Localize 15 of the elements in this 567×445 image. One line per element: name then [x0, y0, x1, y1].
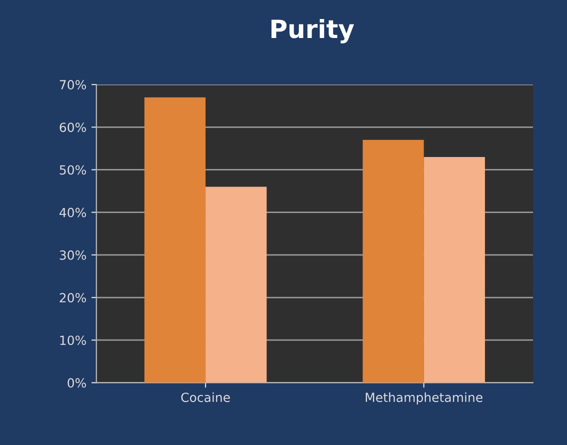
y-tick-label: 10% — [60, 336, 86, 346]
bar — [424, 156, 485, 383]
y-tick-label: 40% — [59, 208, 86, 218]
y-tick-label: 30% — [60, 250, 86, 260]
x-tick-label: Methamphetamine — [366, 392, 482, 405]
bar — [144, 97, 206, 383]
y-tick-label: 50% — [60, 165, 86, 175]
y-tick-label: 60% — [60, 122, 86, 132]
y-tick-label: 0% — [68, 378, 86, 388]
chart-title: Purity — [272, 18, 354, 44]
bar — [362, 140, 424, 383]
x-tick-label: Cocaine — [181, 392, 230, 402]
y-tick-label: 20% — [60, 292, 86, 302]
y-tick-label: 70% — [60, 80, 86, 90]
bar — [206, 186, 267, 383]
